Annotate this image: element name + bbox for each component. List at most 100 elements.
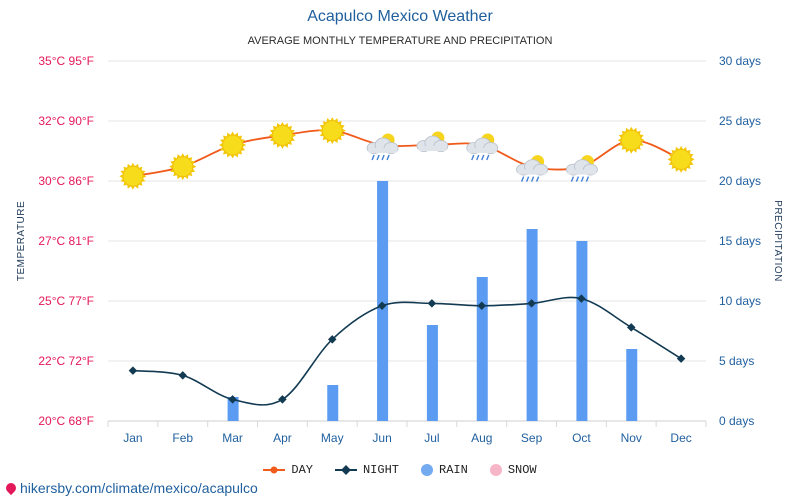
cloud-base <box>517 169 547 175</box>
sun-icon <box>667 145 695 173</box>
right-axis-ticks: 0 days 5 days 10 days 15 days 20 days 25 days… <box>719 54 761 428</box>
x-tick-label: Dec <box>670 431 691 445</box>
rain-bar <box>327 385 339 421</box>
left-tick-label: 22°C 72°F <box>38 354 94 368</box>
night-point <box>577 294 586 303</box>
sun-disc <box>620 129 642 151</box>
right-tick-label: 30 days <box>719 54 761 68</box>
night-series <box>128 294 686 406</box>
x-tick-label: Apr <box>273 431 292 445</box>
rain-drop <box>386 154 390 161</box>
rain-cloud-icon <box>516 155 548 182</box>
left-tick-label: 27°C 81°F <box>38 234 94 248</box>
location-pin-icon <box>3 480 19 496</box>
rain-drop <box>535 176 540 182</box>
x-tick-label: May <box>321 431 344 445</box>
rain-bar <box>476 277 488 421</box>
x-tick-label: Jun <box>372 431 391 445</box>
sun-icon <box>617 126 645 154</box>
rain-bar <box>576 241 588 421</box>
cloud-base <box>567 169 597 175</box>
left-tick-label: 30°C 86°F <box>38 174 94 188</box>
sun-disc <box>222 134 244 156</box>
legend-night-label: NIGHT <box>362 463 399 477</box>
rain-drop <box>481 154 485 161</box>
left-tick-label: 35°C 95°F <box>38 54 94 68</box>
night-point <box>328 335 337 344</box>
sun-disc <box>670 148 692 170</box>
chart-subtitle: AVERAGE MONTHLY TEMPERATURE AND PRECIPIT… <box>247 35 553 47</box>
rain-drop <box>376 154 380 161</box>
right-tick-label: 10 days <box>719 294 761 308</box>
x-tick-label: Mar <box>222 431 243 445</box>
left-axis-title: TEMPERATURE <box>16 201 27 281</box>
rain-drop <box>371 154 375 161</box>
rain-drop <box>471 154 475 161</box>
rain-bar <box>227 397 239 421</box>
rain-drop <box>381 154 385 161</box>
night-point <box>128 366 138 375</box>
rain-bar <box>626 349 638 421</box>
right-tick-label: 15 days <box>719 234 761 248</box>
sun-icon <box>219 131 247 159</box>
legend-snow-label: SNOW <box>507 463 537 477</box>
x-tick-label: Nov <box>621 431 642 445</box>
rain-dot-icon <box>421 464 433 476</box>
left-axis-ticks: 20°C 68°F 22°C 72°F 25°C 77°F 27°C 81°F 30°C… <box>38 54 94 428</box>
sun-disc <box>271 124 293 146</box>
legend: DAY NIGHT RAIN SNOW <box>0 463 800 477</box>
cloud-base <box>368 148 398 153</box>
grid-lines <box>107 60 707 427</box>
rain-bars <box>227 181 638 421</box>
night-point <box>377 301 387 311</box>
right-axis-title: PRECIPITATION <box>772 200 783 282</box>
legend-rain[interactable]: RAIN <box>421 463 468 477</box>
rain-bar <box>377 181 389 421</box>
rain-cloud-icon <box>366 133 399 161</box>
night-point <box>427 299 437 308</box>
chart-title: Acapulco Mexico Weather <box>307 8 493 25</box>
x-tick-label: Sep <box>521 431 543 445</box>
weather-icons <box>119 117 695 190</box>
day-line-path <box>132 129 682 178</box>
legend-snow[interactable]: SNOW <box>489 463 537 477</box>
right-tick-label: 25 days <box>719 114 761 128</box>
x-axis-ticks: Jan Feb Mar Apr May Jun Jul Aug Sep Oct Nov Dec <box>123 431 692 445</box>
rain-bar <box>526 229 538 421</box>
x-tick-label: Jan <box>123 431 142 445</box>
legend-night[interactable]: NIGHT <box>334 463 399 477</box>
sun-icon <box>318 117 346 145</box>
rain-drop <box>570 176 575 182</box>
sun-disc <box>321 120 343 142</box>
right-tick-label: 20 days <box>719 174 761 188</box>
snow-dot-icon <box>489 464 502 476</box>
night-point <box>278 395 287 404</box>
rain-cloud-icon <box>466 133 499 161</box>
source-link[interactable]: hikersby.com/climate/mexico/acapulco <box>3 480 258 496</box>
day-line-icon <box>263 466 286 474</box>
legend-day-label: DAY <box>291 463 313 477</box>
night-line-icon <box>334 465 357 475</box>
rain-drop <box>486 154 490 161</box>
rain-bar <box>426 325 438 421</box>
rain-drop <box>530 176 535 182</box>
sun-icon <box>169 153 197 181</box>
day-series <box>132 129 682 178</box>
night-point <box>676 354 686 363</box>
rain-drop <box>525 176 530 182</box>
rain-cloud-icon <box>566 155 598 182</box>
night-point <box>627 323 636 332</box>
x-tick-label: Jul <box>424 431 439 445</box>
night-point <box>178 371 187 380</box>
night-line-path <box>132 296 682 406</box>
left-tick-label: 32°C 90°F <box>38 114 94 128</box>
source-url: hikersby.com/climate/mexico/acapulco <box>20 480 258 496</box>
rain-drop <box>580 176 585 182</box>
rain-drop <box>520 176 525 182</box>
sun-disc <box>122 165 144 187</box>
x-tick-label: Aug <box>471 431 492 445</box>
legend-day[interactable]: DAY <box>263 463 313 477</box>
x-tick-label: Feb <box>172 431 193 445</box>
night-point <box>228 395 237 404</box>
right-tick-label: 0 days <box>719 414 754 428</box>
